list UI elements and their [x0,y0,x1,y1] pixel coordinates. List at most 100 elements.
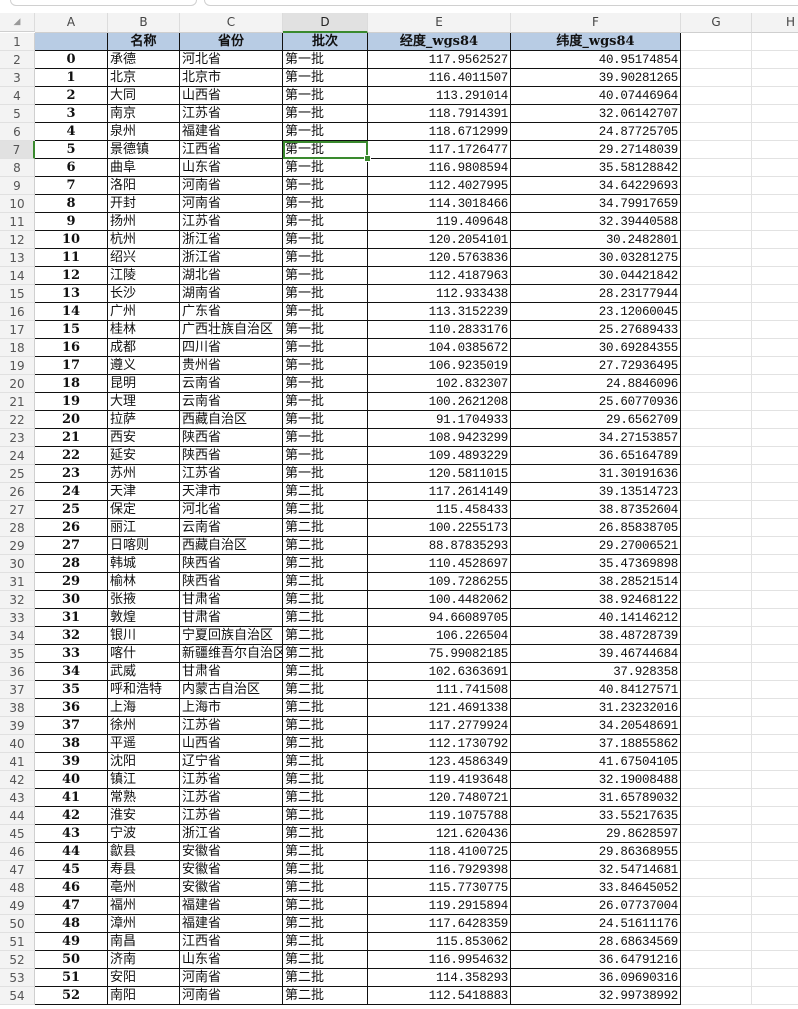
empty-cell[interactable] [681,609,752,627]
index-cell[interactable]: 12 [35,267,108,285]
name-cell[interactable]: 南京 [108,105,180,123]
index-cell[interactable]: 1 [35,69,108,87]
empty-cell[interactable] [752,213,798,231]
row-header[interactable]: 43 [0,789,35,807]
column-header-e[interactable]: E [368,13,511,33]
empty-cell[interactable] [752,231,798,249]
batch-cell[interactable]: 第一批 [283,177,368,195]
latitude-cell[interactable]: 41.67504105 [511,753,681,771]
header-cell-2[interactable]: 省份 [180,33,283,51]
row-header[interactable]: 53 [0,969,35,987]
empty-cell[interactable] [681,591,752,609]
batch-cell[interactable]: 第一批 [283,447,368,465]
header-cell-4[interactable]: 经度_wgs84 [368,33,511,51]
empty-cell[interactable] [681,771,752,789]
province-cell[interactable]: 江苏省 [180,105,283,123]
empty-cell[interactable] [752,609,798,627]
batch-cell[interactable]: 第一批 [283,87,368,105]
province-cell[interactable]: 天津市 [180,483,283,501]
name-cell[interactable]: 苏州 [108,465,180,483]
empty-cell[interactable] [681,519,752,537]
empty-cell[interactable] [752,807,798,825]
batch-cell[interactable]: 第一批 [283,393,368,411]
province-cell[interactable]: 新疆维吾尔自治区 [180,645,283,663]
province-cell[interactable]: 陕西省 [180,573,283,591]
index-cell[interactable]: 28 [35,555,108,573]
empty-cell[interactable] [681,897,752,915]
latitude-cell[interactable]: 38.28521514 [511,573,681,591]
latitude-cell[interactable]: 39.46744684 [511,645,681,663]
province-cell[interactable]: 河南省 [180,987,283,1005]
name-cell[interactable]: 天津 [108,483,180,501]
empty-cell[interactable] [752,951,798,969]
row-header[interactable]: 38 [0,699,35,717]
province-cell[interactable]: 河北省 [180,501,283,519]
province-cell[interactable]: 山西省 [180,87,283,105]
index-cell[interactable]: 18 [35,375,108,393]
latitude-cell[interactable]: 36.09690316 [511,969,681,987]
province-cell[interactable]: 江苏省 [180,465,283,483]
empty-cell[interactable] [752,537,798,555]
row-header[interactable]: 51 [0,933,35,951]
batch-cell[interactable]: 第二批 [283,987,368,1005]
province-cell[interactable]: 安徽省 [180,843,283,861]
row-header[interactable]: 23 [0,429,35,447]
latitude-cell[interactable]: 38.92468122 [511,591,681,609]
longitude-cell[interactable]: 108.9423299 [368,429,511,447]
latitude-cell[interactable]: 37.18855862 [511,735,681,753]
province-cell[interactable]: 陕西省 [180,555,283,573]
index-cell[interactable]: 52 [35,987,108,1005]
province-cell[interactable]: 辽宁省 [180,753,283,771]
batch-cell[interactable]: 第二批 [283,627,368,645]
empty-cell[interactable] [752,303,798,321]
longitude-cell[interactable]: 117.1726477 [368,141,511,159]
empty-cell[interactable] [681,33,752,51]
empty-cell[interactable] [681,717,752,735]
index-cell[interactable]: 33 [35,645,108,663]
row-header[interactable]: 21 [0,393,35,411]
empty-cell[interactable] [752,699,798,717]
empty-cell[interactable] [752,429,798,447]
batch-cell[interactable]: 第一批 [283,231,368,249]
name-cell[interactable]: 济南 [108,951,180,969]
index-cell[interactable]: 47 [35,897,108,915]
name-cell[interactable]: 昆明 [108,375,180,393]
province-cell[interactable]: 河南省 [180,969,283,987]
batch-cell[interactable]: 第二批 [283,609,368,627]
longitude-cell[interactable]: 119.4193648 [368,771,511,789]
empty-cell[interactable] [752,501,798,519]
row-header[interactable]: 22 [0,411,35,429]
header-cell-3[interactable]: 批次 [283,33,368,51]
latitude-cell[interactable]: 32.54714681 [511,861,681,879]
empty-cell[interactable] [752,159,798,177]
empty-cell[interactable] [681,879,752,897]
index-cell[interactable]: 26 [35,519,108,537]
empty-cell[interactable] [752,681,798,699]
empty-cell[interactable] [752,573,798,591]
index-cell[interactable]: 5 [35,141,108,159]
latitude-cell[interactable]: 25.60770936 [511,393,681,411]
province-cell[interactable]: 湖北省 [180,267,283,285]
name-cell[interactable]: 安阳 [108,969,180,987]
batch-cell[interactable]: 第二批 [283,825,368,843]
empty-cell[interactable] [752,339,798,357]
latitude-cell[interactable]: 30.04421842 [511,267,681,285]
longitude-cell[interactable]: 102.832307 [368,375,511,393]
batch-cell[interactable]: 第一批 [283,303,368,321]
latitude-cell[interactable]: 36.64791216 [511,951,681,969]
row-header[interactable]: 30 [0,555,35,573]
name-cell[interactable]: 长沙 [108,285,180,303]
empty-cell[interactable] [681,249,752,267]
empty-cell[interactable] [681,87,752,105]
name-cell[interactable]: 桂林 [108,321,180,339]
empty-cell[interactable] [681,861,752,879]
name-cell[interactable]: 拉萨 [108,411,180,429]
longitude-cell[interactable]: 75.99082185 [368,645,511,663]
batch-cell[interactable]: 第二批 [283,951,368,969]
name-box[interactable] [10,0,197,6]
province-cell[interactable]: 山西省 [180,735,283,753]
index-cell[interactable]: 20 [35,411,108,429]
empty-cell[interactable] [681,375,752,393]
empty-cell[interactable] [681,753,752,771]
empty-cell[interactable] [752,87,798,105]
